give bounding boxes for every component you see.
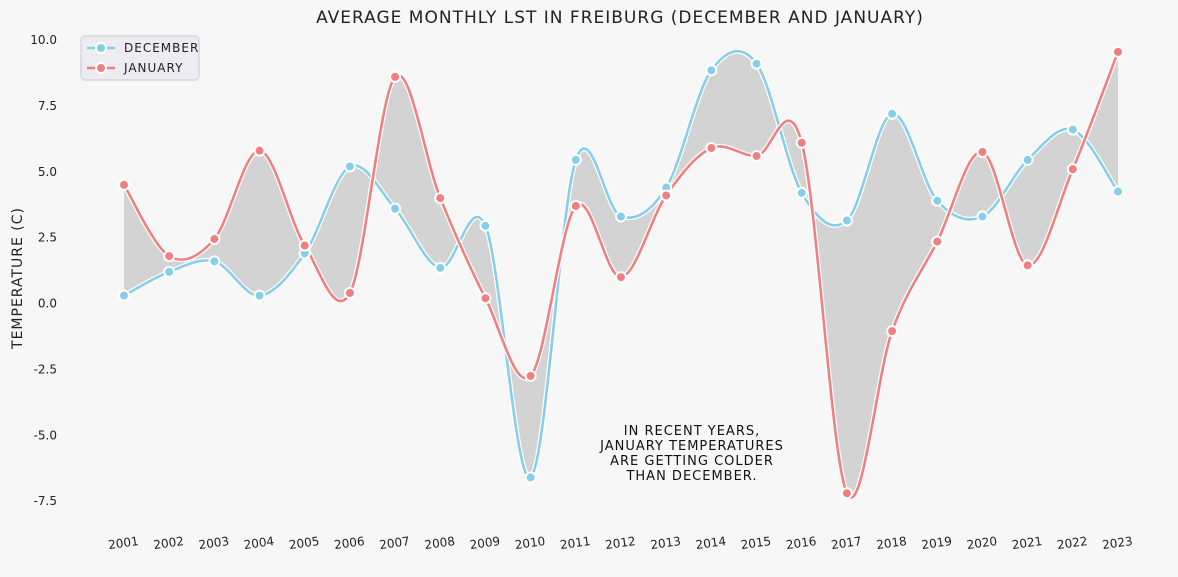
- data-point-january-2005: [298, 239, 311, 252]
- x-tick-label: 2004: [243, 534, 275, 552]
- x-tick-label: 2012: [604, 534, 636, 552]
- data-point-december-2011: [569, 153, 582, 166]
- x-tick-label: 2018: [875, 534, 907, 552]
- data-point-december-2016: [795, 186, 808, 199]
- x-tick-label: 2002: [153, 534, 185, 552]
- legend-label-january: JANUARY: [123, 61, 183, 75]
- x-tick-label: 2009: [469, 534, 501, 552]
- data-point-january-2021: [1021, 259, 1034, 272]
- y-tick-label: 5.0: [38, 165, 57, 179]
- data-point-january-2019: [931, 235, 944, 248]
- y-tick-label: 0.0: [38, 297, 57, 311]
- data-point-december-2009: [479, 219, 492, 232]
- x-tick-label: 2015: [740, 534, 772, 552]
- data-point-december-2007: [389, 202, 402, 215]
- x-tick-label: 2010: [514, 534, 546, 552]
- x-tick-label: 2005: [288, 534, 320, 552]
- x-tick-label: 2020: [966, 534, 998, 552]
- y-tick-label: -5.0: [34, 428, 57, 442]
- y-tick-label: -2.5: [34, 362, 57, 376]
- data-point-january-2016: [795, 136, 808, 149]
- x-tick-label: 2003: [198, 534, 230, 552]
- x-tick-label: 2016: [785, 534, 817, 552]
- data-point-january-2023: [1112, 45, 1124, 58]
- x-tick-label: 2006: [333, 534, 365, 552]
- annotation-line: JANUARY TEMPERATURES: [599, 439, 784, 454]
- data-point-january-2014: [705, 142, 718, 155]
- x-tick-label: 2017: [830, 534, 862, 552]
- annotation-line: ARE GETTING COLDER: [610, 454, 774, 469]
- data-point-december-2017: [840, 214, 853, 227]
- data-point-january-2012: [615, 271, 627, 284]
- data-point-december-2023: [1112, 185, 1124, 198]
- data-point-january-2009: [479, 292, 492, 305]
- data-point-january-2020: [976, 145, 989, 158]
- data-point-december-2022: [1066, 123, 1079, 136]
- data-point-december-2018: [886, 107, 899, 120]
- chart-title: AVERAGE MONTHLY LST IN FREIBURG (DECEMBE…: [316, 8, 924, 28]
- data-point-december-2021: [1021, 153, 1034, 166]
- series-line-december: [122, 49, 1120, 479]
- x-tick-label: 2007: [378, 534, 410, 552]
- data-point-january-2010: [524, 369, 537, 382]
- data-point-january-2004: [253, 144, 266, 157]
- data-point-december-2002: [163, 265, 176, 278]
- annotation-line: IN RECENT YEARS,: [624, 424, 761, 439]
- annotation-line: THAN DECEMBER.: [625, 469, 757, 484]
- data-point-january-2022: [1066, 163, 1079, 176]
- data-point-january-2011: [569, 200, 582, 212]
- data-point-january-2015: [750, 149, 763, 162]
- y-tick-label: 7.5: [38, 99, 57, 113]
- data-point-december-2010: [524, 471, 537, 484]
- series-points: [118, 45, 1124, 500]
- x-tick-label: 2001: [107, 534, 139, 552]
- chart-annotation: IN RECENT YEARS, JANUARY TEMPERATURES ARE …: [599, 424, 784, 484]
- y-tick-label: -7.5: [34, 494, 57, 508]
- data-point-january-2007: [389, 70, 402, 83]
- x-tick-label: 2021: [1011, 534, 1043, 552]
- x-tick-label: 2013: [650, 534, 682, 552]
- y-axis-ticks: 10.0 7.5 5.0 2.5 0.0 -2.5 -5.0 -7.5: [30, 33, 57, 508]
- data-point-january-2008: [434, 192, 447, 205]
- data-point-december-2003: [208, 255, 221, 268]
- data-point-december-2019: [931, 194, 944, 207]
- data-point-december-2014: [705, 64, 718, 77]
- legend-marker-january: [95, 62, 107, 74]
- data-point-december-2008: [434, 261, 447, 274]
- chart-legend: DECEMBER JANUARY: [80, 35, 200, 81]
- x-tick-label: 2014: [695, 534, 727, 552]
- data-point-december-2006: [343, 160, 356, 173]
- data-point-december-2020: [976, 210, 989, 223]
- x-tick-label: 2022: [1056, 534, 1088, 552]
- data-point-january-2018: [886, 325, 899, 338]
- y-tick-label: 10.0: [30, 33, 57, 47]
- data-point-december-2012: [615, 210, 627, 223]
- x-tick-label: 2019: [921, 534, 953, 552]
- x-tick-label: 2023: [1101, 534, 1133, 552]
- y-axis-label: TEMPERATURE (C): [10, 207, 26, 350]
- data-point-december-2015: [750, 57, 763, 70]
- x-tick-label: 2011: [559, 534, 591, 552]
- data-point-january-2002: [163, 250, 176, 263]
- data-point-january-2017: [840, 487, 853, 500]
- legend-marker-december: [95, 42, 107, 54]
- data-point-january-2013: [660, 189, 673, 202]
- data-point-december-2004: [253, 289, 266, 302]
- data-point-january-2003: [208, 232, 221, 245]
- legend-label-december: DECEMBER: [124, 41, 199, 55]
- x-tick-label: 2008: [424, 534, 456, 552]
- y-tick-label: 2.5: [38, 231, 57, 245]
- data-point-january-2001: [118, 178, 130, 191]
- data-point-january-2006: [343, 286, 356, 299]
- x-axis-ticks: 2001 2002 2003 2004 2005 2006 2007 2008 2009 2010…: [107, 534, 1133, 552]
- data-point-december-2001: [118, 289, 130, 302]
